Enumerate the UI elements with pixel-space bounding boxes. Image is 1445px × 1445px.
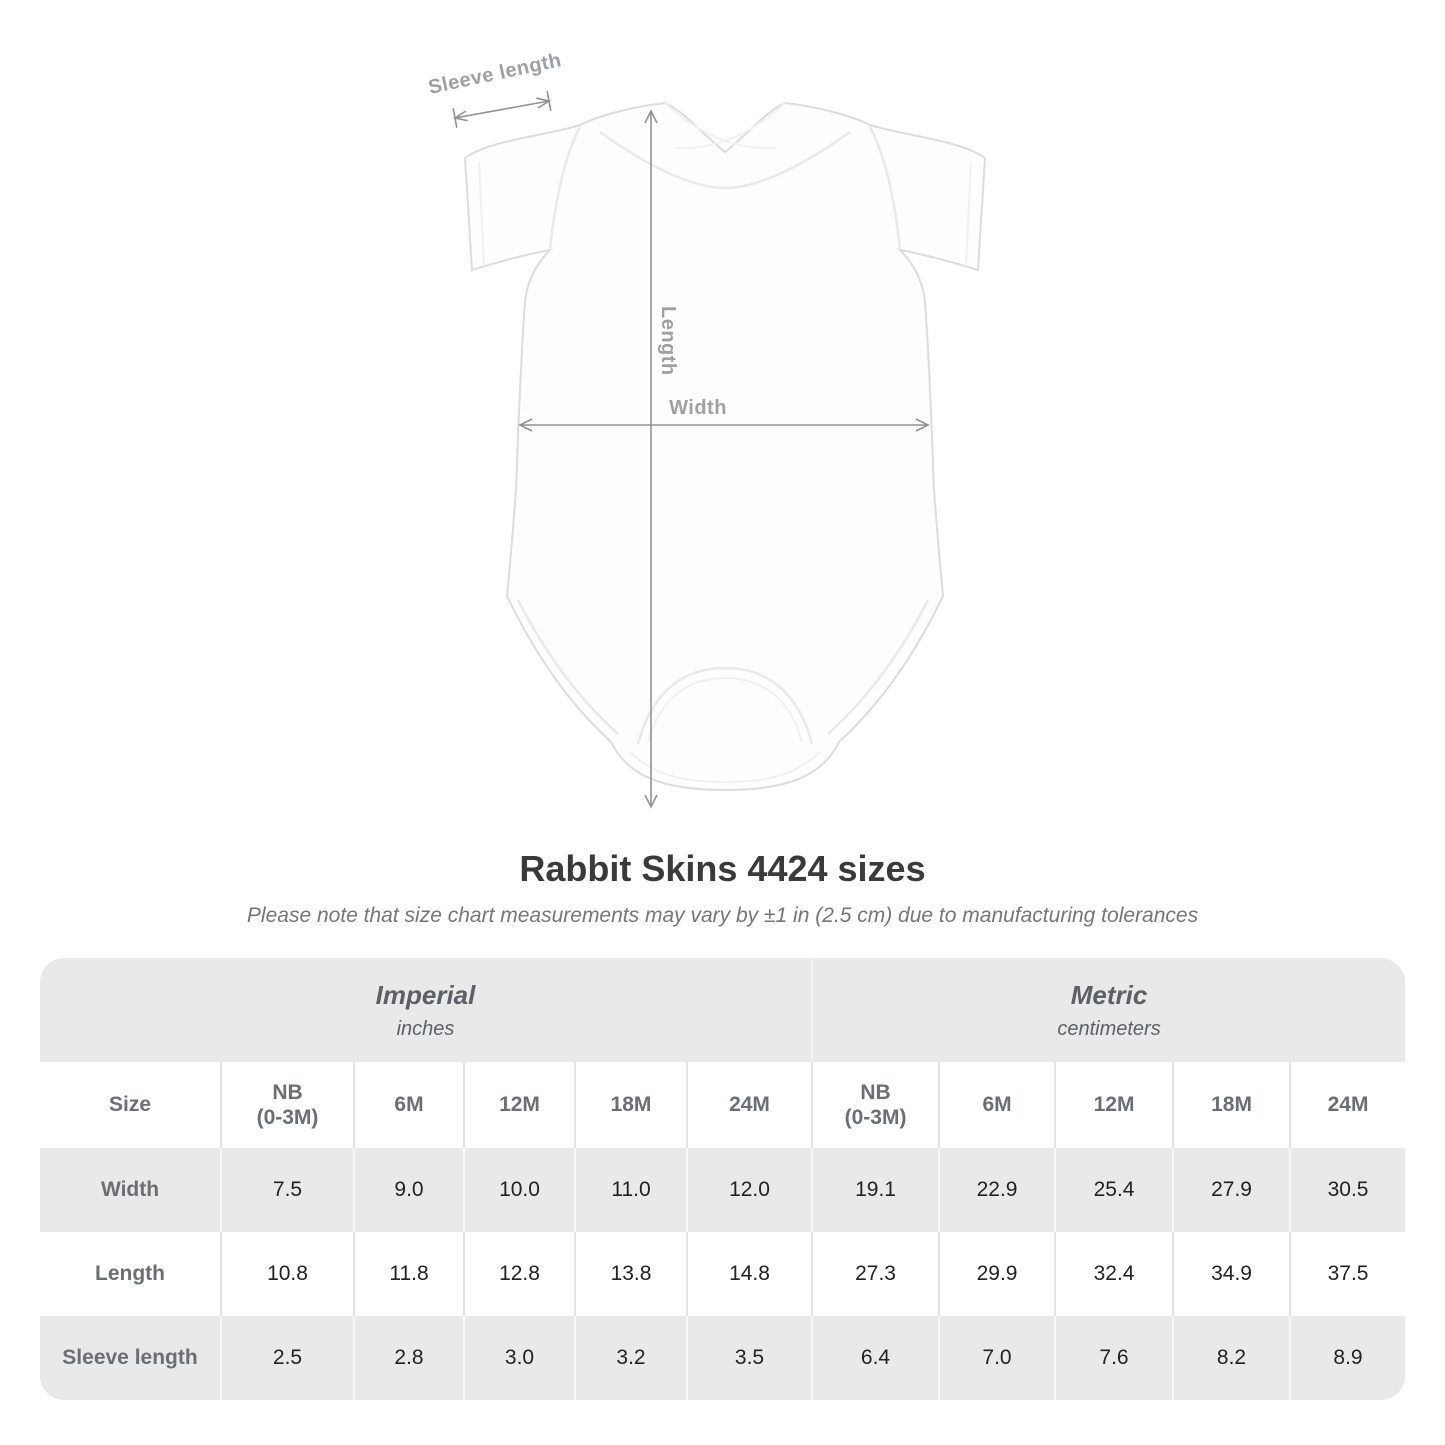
- length-value-cell: 12.8: [463, 1232, 575, 1316]
- sleeve-value-cell: 6.4: [811, 1316, 940, 1400]
- size-header-row: Size NB (0-3M) 6M 12M 18M 24M NB (0-3M) …: [40, 1062, 1405, 1148]
- sleeve-value-cell: 7.0: [938, 1316, 1056, 1400]
- length-value-cell: 29.9: [938, 1232, 1056, 1316]
- sleeve-value-cell: 2.5: [220, 1316, 354, 1400]
- crotch-flap-inner-seam: [647, 676, 803, 743]
- length-label: Length: [657, 306, 679, 376]
- length-value-cell: 13.8: [574, 1232, 687, 1316]
- metric-unit-label: Metric: [1070, 979, 1148, 1010]
- length-value-cell: 32.4: [1054, 1232, 1174, 1316]
- length-value-cell: 11.8: [353, 1232, 464, 1316]
- row-label-length: Length: [40, 1232, 221, 1316]
- width-value-cell: 27.9: [1172, 1148, 1291, 1232]
- width-value-cell: 30.5: [1289, 1148, 1405, 1232]
- sleeve-dimension-arrow: [452, 91, 552, 128]
- tolerance-note: Please note that size chart measurements…: [246, 904, 1199, 927]
- size-table: Imperial inches Metric centimeters Size …: [40, 958, 1405, 1400]
- width-value-cell: 25.4: [1054, 1148, 1174, 1232]
- width-value-cell: 7.5: [220, 1148, 354, 1232]
- flap-bottom-hem: [629, 751, 821, 784]
- size-header-24m-imperial: 24M: [685, 1062, 813, 1148]
- right-flap-seam: [674, 102, 786, 150]
- width-value-cell: 12.0: [685, 1148, 813, 1232]
- width-label: Width: [669, 397, 727, 419]
- row-label-sleeve-length: Sleeve length: [40, 1316, 221, 1400]
- length-value-cell: 27.3: [811, 1232, 940, 1316]
- bodysuit-outline: [463, 101, 987, 792]
- width-value-cell: 19.1: [811, 1148, 940, 1232]
- left-flap-seam: [664, 102, 776, 150]
- width-value-cell: 9.0: [353, 1148, 464, 1232]
- size-table-card: Imperial inches Metric centimeters Size …: [40, 958, 1405, 1400]
- size-header-nb-metric: NB (0-3M): [811, 1062, 940, 1148]
- length-value-cell: 34.9: [1172, 1232, 1291, 1316]
- neckband-seam: [599, 130, 851, 190]
- size-header-18m-metric: 18M: [1172, 1062, 1291, 1148]
- imperial-unit-sublabel: inches: [396, 1017, 455, 1040]
- sleeve-value-cell: 8.2: [1172, 1316, 1291, 1400]
- sleeve-value-cell: 3.5: [685, 1316, 813, 1400]
- size-header-6m-metric: 6M: [938, 1062, 1056, 1148]
- sleeve-value-cell: 7.6: [1054, 1316, 1174, 1400]
- sleeve-value-cell: 3.0: [463, 1316, 575, 1400]
- imperial-unit-label: Imperial: [375, 979, 476, 1010]
- size-column-header: Size: [40, 1062, 221, 1148]
- sleeve-length-row: Sleeve length 2.5 2.8 3.0 3.2 3.5 6.4 7.…: [40, 1316, 1405, 1400]
- length-value-cell: 14.8: [685, 1232, 813, 1316]
- imperial-unit-header: Imperial inches: [40, 958, 813, 1062]
- width-row: Width 7.5 9.0 10.0 11.0 12.0 19.1 22.9 2…: [40, 1148, 1405, 1232]
- page-title: Rabbit Skins 4424 sizes: [519, 848, 926, 889]
- sleeve-length-label: Sleeve length: [426, 49, 563, 99]
- left-leg-binding: [516, 599, 619, 735]
- unit-header-row: Imperial inches Metric centimeters: [40, 958, 1405, 1062]
- right-cuff-hem: [965, 161, 972, 267]
- sleeve-value-cell: 8.9: [1289, 1316, 1405, 1400]
- width-dimension-arrow: [518, 418, 930, 432]
- width-value-cell: 11.0: [574, 1148, 687, 1232]
- left-cuff-hem: [478, 161, 485, 267]
- right-leg-binding: [827, 599, 930, 735]
- bodysuit-illustration: [463, 101, 987, 792]
- length-value-cell: 37.5: [1289, 1232, 1405, 1316]
- crotch-flap-seam: [636, 666, 814, 745]
- row-label-width: Width: [40, 1148, 221, 1232]
- width-value-cell: 10.0: [463, 1148, 575, 1232]
- length-dimension-line: [644, 109, 658, 809]
- length-value-cell: 10.8: [220, 1232, 354, 1316]
- sleeve-value-cell: 3.2: [574, 1316, 687, 1400]
- size-header-12m-imperial: 12M: [463, 1062, 575, 1148]
- size-header-18m-imperial: 18M: [574, 1062, 687, 1148]
- left-armhole-seam: [548, 126, 582, 251]
- right-armhole-seam: [868, 126, 902, 251]
- length-row: Length 10.8 11.8 12.8 13.8 14.8 27.3 29.…: [40, 1232, 1405, 1316]
- size-header-24m-metric: 24M: [1289, 1062, 1405, 1148]
- bodysuit-size-diagram: Sleeve length Length Width: [426, 49, 987, 809]
- sleeve-value-cell: 2.8: [353, 1316, 464, 1400]
- size-header-nb-imperial: NB (0-3M): [220, 1062, 354, 1148]
- metric-unit-sublabel: centimeters: [1057, 1017, 1161, 1040]
- size-header-12m-metric: 12M: [1054, 1062, 1174, 1148]
- width-value-cell: 22.9: [938, 1148, 1056, 1232]
- size-header-6m-imperial: 6M: [353, 1062, 464, 1148]
- metric-unit-header: Metric centimeters: [811, 958, 1405, 1062]
